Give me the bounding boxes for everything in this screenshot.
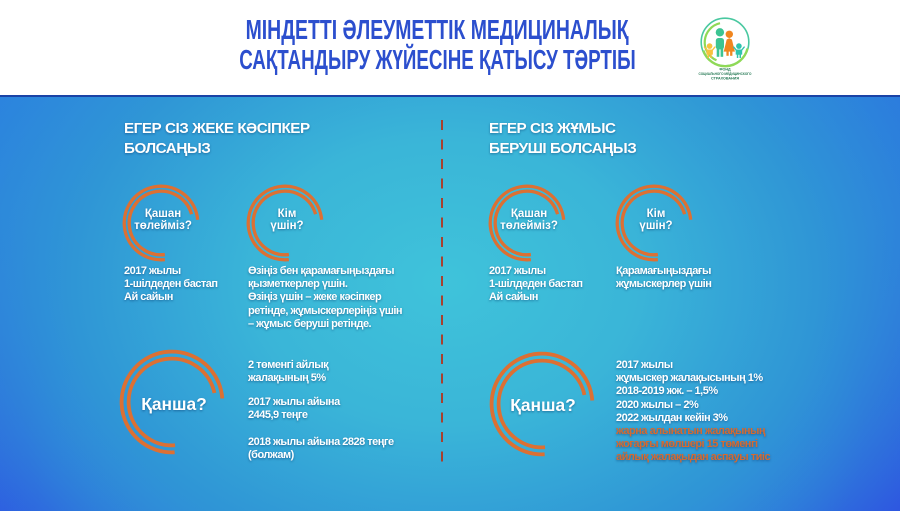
svg-text:ФОНД: ФОНД — [719, 68, 731, 72]
svg-text:СТРАХОВАНИЯ: СТРАХОВАНИЯ — [711, 77, 739, 81]
svg-text:СОЦИАЛЬНОГО МЕДИЦИНСКОГО: СОЦИАЛЬНОГО МЕДИЦИНСКОГО — [699, 72, 752, 76]
